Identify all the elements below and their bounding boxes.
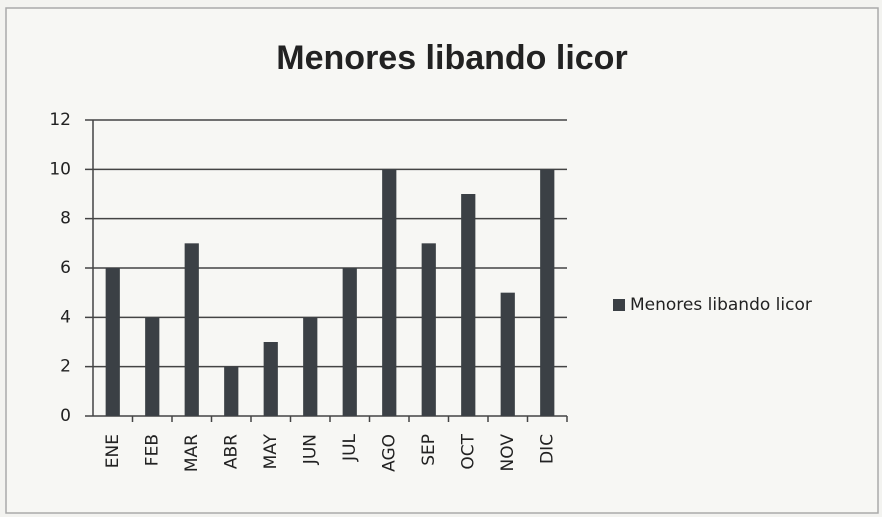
- x-tick-label: FEB: [142, 434, 162, 466]
- x-tick-label: ABR: [221, 434, 241, 469]
- bar: [303, 317, 318, 416]
- x-tick-label: JUL: [340, 433, 360, 461]
- bar: [224, 366, 239, 416]
- y-tick-label: 10: [49, 159, 71, 179]
- bar: [263, 342, 278, 416]
- y-tick-label: 12: [49, 110, 71, 130]
- y-tick-label: 0: [60, 406, 71, 426]
- y-tick-label: 2: [60, 357, 71, 377]
- x-tick-label: MAR: [182, 434, 202, 472]
- x-tick-label: ENE: [103, 434, 123, 468]
- x-tick-label: SEP: [419, 434, 439, 466]
- y-tick-label: 6: [60, 258, 71, 278]
- bar: [382, 169, 397, 416]
- chart-title: Menores libando licor: [276, 39, 627, 77]
- x-tick-label: JUN: [300, 434, 320, 465]
- x-tick-label: DIC: [537, 434, 557, 464]
- chart-frame: [5, 7, 879, 514]
- x-tick-label: MAY: [261, 433, 281, 469]
- bar: [421, 243, 436, 416]
- x-tick-label: NOV: [498, 434, 518, 472]
- legend-swatch: [613, 299, 625, 311]
- y-tick-label: 4: [60, 307, 71, 327]
- legend-label: Menores libando licor: [630, 295, 812, 315]
- y-tick-label: 8: [60, 209, 71, 229]
- bar: [145, 317, 160, 416]
- x-tick-label: OCT: [458, 433, 478, 469]
- bar: [105, 268, 120, 416]
- bar: [461, 194, 476, 416]
- bar: [540, 169, 555, 416]
- bar: [184, 243, 199, 416]
- bar: [342, 268, 357, 416]
- bar: [500, 292, 515, 416]
- x-tick-label: AGO: [379, 434, 399, 472]
